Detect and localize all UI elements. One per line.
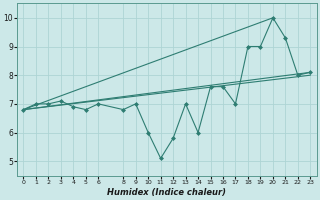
- X-axis label: Humidex (Indice chaleur): Humidex (Indice chaleur): [108, 188, 226, 197]
